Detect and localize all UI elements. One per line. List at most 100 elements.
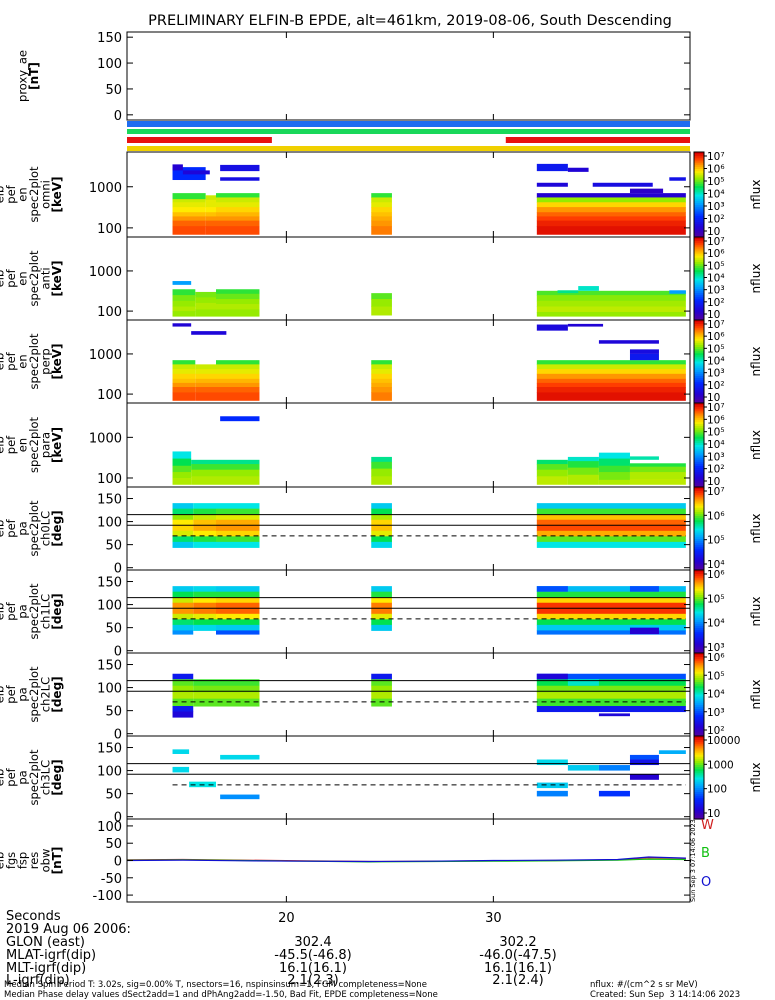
heatmap-cell — [172, 525, 194, 532]
colorbar-cell — [694, 706, 704, 710]
heatmap-cell — [216, 309, 260, 317]
heatmap-cell — [172, 465, 192, 473]
heatmap-cell — [371, 202, 392, 208]
colorbar-tick-label: 10 — [707, 392, 720, 404]
heatmap-cell — [172, 679, 194, 687]
colorbar-cell — [694, 694, 704, 698]
colorbar-cell — [694, 781, 704, 785]
heatmap-cell — [371, 508, 392, 515]
heatmap-cell — [172, 458, 192, 467]
colorbar-cell — [694, 162, 704, 166]
heatmap-cell — [195, 302, 217, 310]
y-tick-label: 50 — [105, 539, 122, 554]
footer-mlt-20: 16.1(16.1) — [278, 961, 348, 976]
y-axis-label-line: ch0LC — [38, 511, 52, 546]
heatmap-cell — [172, 624, 194, 631]
y-tick-label: 0 — [114, 109, 122, 124]
colorbar-cell — [694, 729, 704, 733]
fgs-legend-o: O — [701, 875, 711, 890]
colorbar-cell — [694, 740, 704, 743]
heatmap-cell — [371, 536, 392, 543]
heatmap-cell — [371, 692, 392, 700]
colorbar-cell — [694, 196, 704, 200]
colorbar-cell — [694, 203, 704, 206]
colorbar-cell — [694, 677, 704, 681]
colorbar-cell — [694, 224, 704, 227]
heatmap-cell — [216, 619, 260, 626]
y-tick-label: 100 — [97, 305, 122, 320]
colorbar-cell — [694, 711, 704, 714]
heatmap-cell — [536, 311, 686, 317]
colorbar-cell — [694, 487, 704, 490]
colorbar-cell — [694, 301, 704, 304]
colorbar-cell — [694, 590, 704, 594]
colorbar-cell — [694, 413, 704, 417]
colorbar-cell — [694, 217, 704, 221]
heatmap-cell — [536, 295, 686, 302]
heatmap-cell — [172, 608, 194, 615]
heatmap-cell — [216, 624, 260, 631]
colorbar-cell — [694, 570, 704, 573]
colorbar-cell — [694, 249, 704, 253]
heatmap-cell — [172, 382, 196, 388]
heatmap-cell — [216, 503, 260, 510]
heatmap-cell — [536, 673, 686, 680]
heatmap-cell — [371, 619, 392, 626]
y-axis-label-line: elb — [0, 353, 6, 371]
colorbar-cell — [694, 463, 704, 467]
colorbar-cell — [694, 220, 704, 223]
flag-bar-green — [127, 129, 690, 134]
colorbar-cell — [694, 342, 704, 346]
colorbar-tick-label: 10⁶ — [707, 414, 725, 426]
colorbar-tick-label: 10⁶ — [707, 652, 725, 664]
fgs-legend-b: B — [701, 846, 710, 861]
heatmap-cell — [536, 464, 568, 471]
colorbar-cell — [694, 353, 704, 356]
y-axis-label-line: omni — [38, 180, 52, 209]
heatmap-patch — [172, 164, 183, 171]
heatmap-patch — [629, 627, 659, 635]
heatmap-cell — [536, 619, 686, 626]
colorbar-cell — [694, 346, 704, 350]
colorbar-cell — [694, 738, 704, 741]
colorbar-cell — [694, 538, 704, 542]
heatmap-cell — [371, 193, 392, 198]
heatmap-cell — [216, 514, 260, 521]
heatmap-cell — [193, 586, 217, 593]
heatmap-patch — [220, 416, 260, 422]
heatmap-cell — [193, 624, 217, 631]
colorbar-cell — [694, 520, 704, 523]
colorbar-cell — [694, 376, 704, 379]
heatmap-cell — [371, 685, 392, 693]
colorbar-cell — [694, 702, 704, 706]
heatmap-cell — [371, 220, 392, 227]
colorbar-cell — [694, 468, 704, 471]
heatmap-cell — [172, 220, 206, 227]
heatmap-cell — [216, 373, 260, 380]
heatmap-patch — [182, 170, 210, 175]
colorbar-cell — [694, 261, 704, 265]
heatmap-cell — [195, 378, 217, 384]
colorbar-cell — [694, 311, 704, 315]
heatmap-cell — [172, 392, 196, 401]
colorbar-tick-label: 10 — [707, 226, 720, 238]
y-tick-label: 100 — [97, 57, 122, 72]
heatmap-patch — [669, 177, 686, 181]
colorbar-cell — [694, 378, 704, 381]
colorbar-cell — [694, 192, 704, 196]
colorbar-cell — [694, 190, 704, 193]
heatmap-cell — [195, 382, 217, 388]
heatmap-cell — [536, 602, 686, 609]
heatmap-cell — [536, 586, 686, 593]
heatmap-cell — [371, 378, 392, 384]
heatmap-patch — [536, 586, 568, 592]
heatmap-patch — [536, 182, 568, 187]
colorbar-tick-label: 10⁴ — [707, 439, 725, 451]
heatmap-cell — [216, 630, 260, 635]
colorbar-cell — [694, 330, 704, 334]
colorbar-cell — [694, 682, 704, 685]
colorbar-cell — [694, 313, 704, 317]
heatmap-patch — [629, 759, 659, 766]
